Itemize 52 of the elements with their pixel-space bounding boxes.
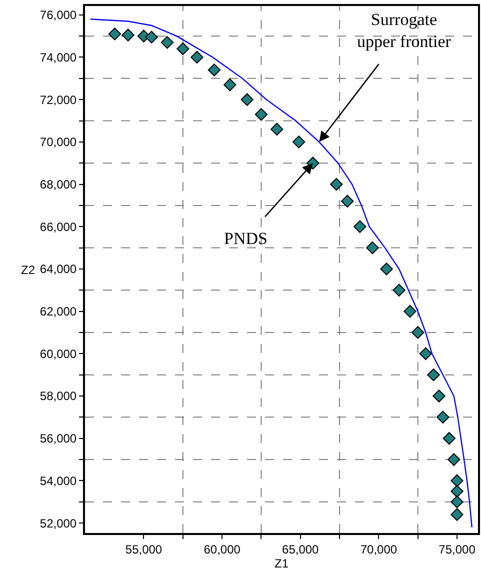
y-tick-label: 56,000 (40, 432, 77, 446)
point (448, 453, 460, 466)
point (404, 304, 416, 318)
point (380, 262, 393, 276)
y-tick-label: 58,000 (40, 389, 77, 404)
x-tick-label: 60,000 (204, 542, 241, 556)
y-tick-label: 72,000 (40, 92, 77, 107)
point (330, 178, 343, 191)
point (224, 78, 236, 92)
annotation: PNDS (224, 229, 268, 248)
point (145, 30, 158, 44)
point (366, 241, 379, 254)
point (160, 36, 174, 49)
point (442, 432, 456, 445)
point (240, 93, 254, 106)
point (450, 508, 464, 521)
y-tick-label: 54,000 (40, 474, 77, 488)
x-tick-label: 65,000 (282, 542, 320, 556)
y-axis-title: Z2 (21, 263, 36, 277)
y-tick-label: 76,000 (40, 8, 77, 22)
point (122, 28, 134, 42)
point (208, 64, 221, 76)
point (354, 220, 366, 233)
y-tick-label: 52,000 (40, 516, 77, 530)
point (436, 410, 450, 424)
y-tick-label: 62,000 (40, 304, 77, 319)
x-tick-label: 55,000 (125, 542, 162, 556)
point (432, 390, 446, 402)
y-tick-label: 74,000 (40, 50, 77, 64)
y-tick-label: 66,000 (40, 220, 77, 234)
x-tick-label: 75,000 (438, 542, 476, 556)
point (176, 42, 190, 56)
point (427, 368, 440, 382)
annotation: Surrogate upper frontier (357, 10, 452, 52)
point (254, 108, 268, 121)
point (419, 347, 432, 360)
point (412, 326, 424, 339)
point (450, 474, 464, 488)
point (292, 136, 306, 148)
x-tick-label: 70,000 (360, 542, 398, 556)
x-axis-title: Z1 (274, 556, 289, 570)
point (270, 122, 284, 136)
point (341, 194, 354, 208)
point (392, 284, 406, 296)
point (450, 496, 464, 508)
y-tick-label: 68,000 (40, 177, 77, 192)
y-tick-label: 70,000 (40, 135, 77, 150)
y-tick-label: 60,000 (40, 346, 77, 361)
y-tick-label: 64,000 (40, 262, 77, 276)
point (108, 28, 122, 40)
point (190, 50, 204, 64)
point (450, 484, 464, 498)
